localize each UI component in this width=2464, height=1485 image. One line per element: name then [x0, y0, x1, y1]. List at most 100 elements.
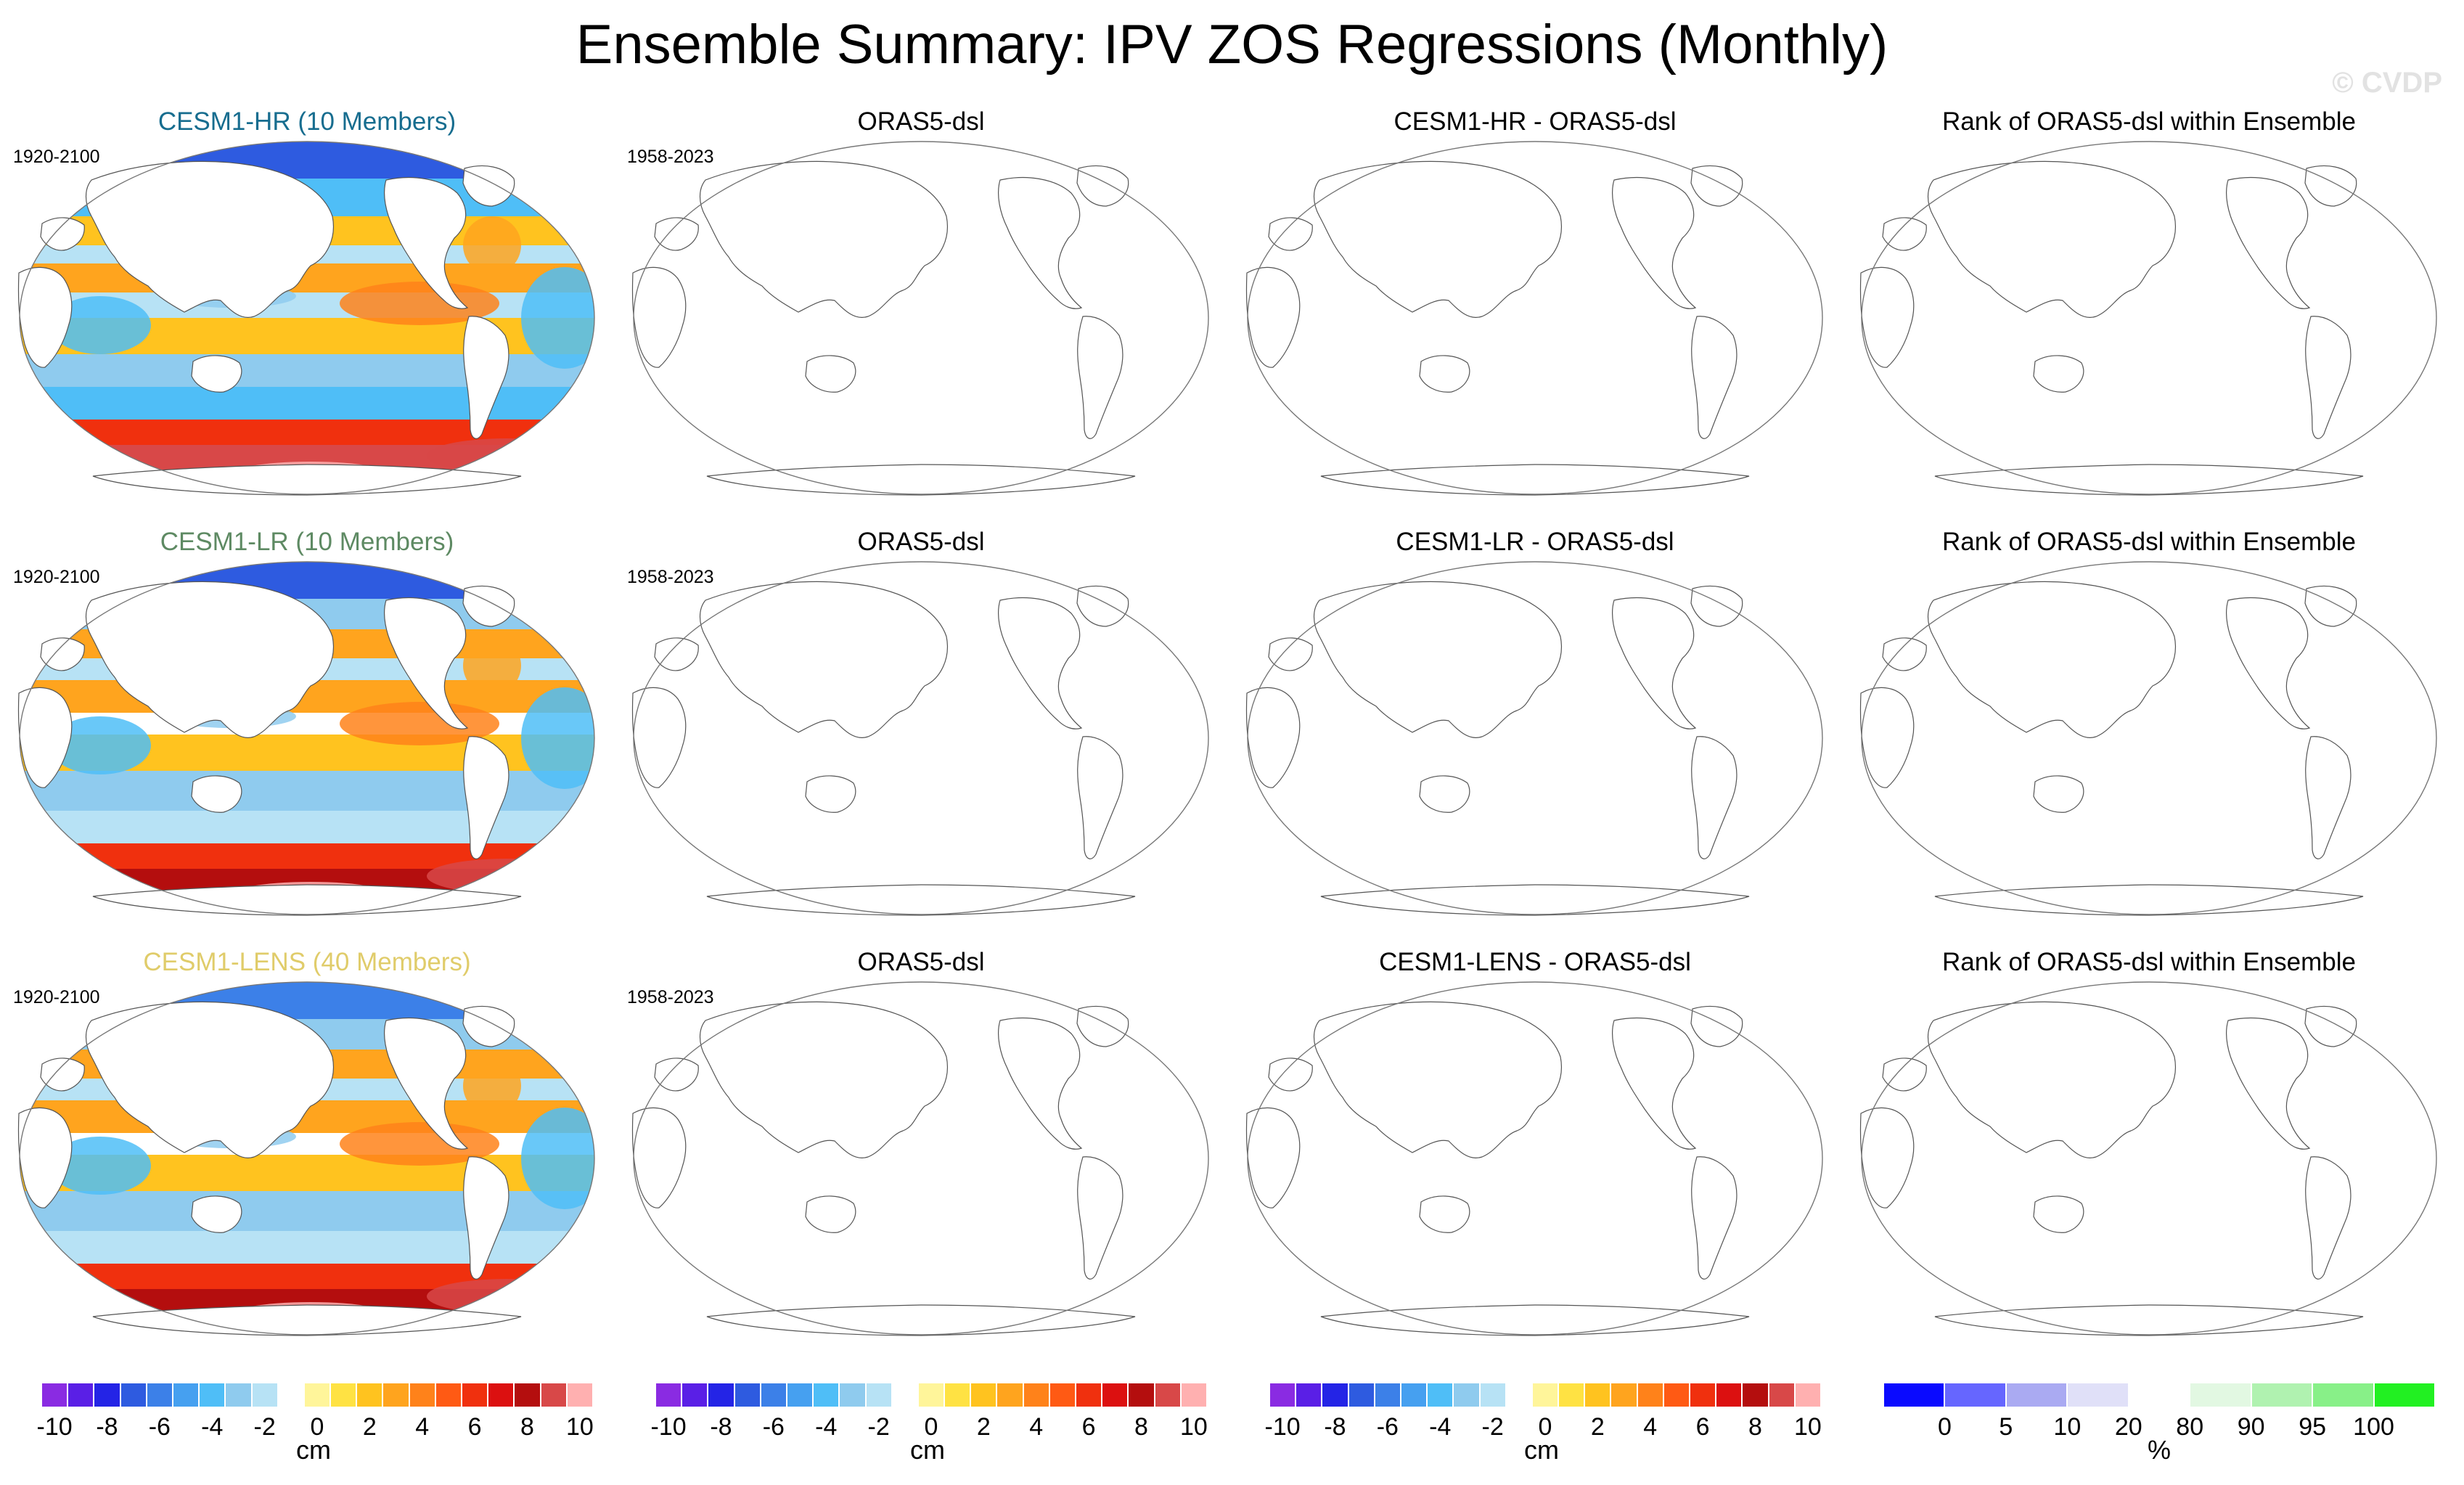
colorbar-box [251, 1383, 278, 1407]
greenland-land [2304, 585, 2357, 627]
panel-lr-ensemble: CESM1-LR (10 Members) 1920-2100 [0, 528, 614, 934]
asia-land [85, 581, 334, 738]
colorbar-box [1637, 1383, 1663, 1407]
panel-title: Rank of ORAS5-dsl within Ensemble [1942, 948, 2356, 976]
empty-map [631, 981, 1209, 1336]
antarctica-land [92, 464, 522, 496]
antarctica-land [706, 884, 1136, 916]
colorbar-box [1558, 1383, 1585, 1407]
colorbar-box [488, 1383, 515, 1407]
panel-hr-ensemble: CESM1-HR (10 Members) 1920-2100 [0, 107, 614, 514]
north-america-land [384, 176, 469, 309]
colorbar-box [970, 1383, 997, 1407]
colorbar-tick-label: -10 [36, 1413, 73, 1441]
field-patch-4 [521, 687, 594, 789]
colorbar-box [813, 1383, 840, 1407]
antarctica-land [1934, 1304, 2364, 1336]
colorbar-boxes [1269, 1383, 1821, 1407]
colorbar-diff: -10 -8 -6 -4 -2 0 2 4 6 8 10 cm [1265, 1383, 1822, 1465]
panel-title: CESM1-LENS - ORAS5-dsl [1379, 948, 1691, 976]
colorbar-tick-label: 6 [1081, 1413, 1096, 1441]
colorbar-box [865, 1383, 892, 1407]
colorbar-tick-label: -4 [201, 1413, 224, 1441]
south-america-land [2305, 1156, 2352, 1280]
colorbar-box [1479, 1383, 1506, 1407]
north-america-land [2226, 597, 2311, 729]
asia-land [1927, 160, 2176, 318]
asia-land [1313, 1001, 1562, 1158]
panel-title: Rank of ORAS5-dsl within Ensemble [1942, 528, 2356, 556]
empty-map [1859, 141, 2437, 496]
europe-land [654, 1058, 699, 1092]
ensemble-map [17, 981, 595, 1336]
antarctica-land [706, 464, 1136, 496]
panel-title: ORAS5-dsl [857, 528, 985, 556]
australia-land [805, 355, 856, 393]
africa-land [631, 266, 687, 368]
colorbar-box [944, 1383, 971, 1407]
antarctica-land [706, 1304, 1136, 1336]
field-band-7 [20, 771, 594, 811]
asia-land [85, 1001, 334, 1158]
colorbar-box [2373, 1383, 2435, 1407]
europe-land [1268, 637, 1313, 671]
africa-land [17, 266, 73, 368]
colorbar-box [1023, 1383, 1049, 1407]
north-america-land [998, 597, 1083, 729]
colorbar-box [1154, 1383, 1181, 1407]
globe-outline [633, 561, 1209, 915]
field-band-0 [20, 562, 594, 599]
north-america-land [1612, 1017, 1697, 1150]
colorbar-tick-label: 90 [2237, 1413, 2265, 1441]
greenland-land [1690, 1005, 1743, 1047]
field-band-9 [20, 1264, 594, 1289]
panel-title: CESM1-HR (10 Members) [157, 107, 457, 136]
globe-outline [1247, 981, 1823, 1335]
field-patch-2 [49, 716, 151, 774]
asia-land [699, 160, 948, 318]
colorbar-box [303, 1383, 331, 1407]
south-america-land [463, 736, 509, 859]
greenland-land [1690, 165, 1743, 207]
ensemble-map [17, 141, 595, 496]
field-band-8 [20, 387, 594, 420]
north-america-land [384, 597, 469, 729]
north-america-land [998, 176, 1083, 309]
greenland-land [462, 585, 515, 627]
ocean-background [1248, 982, 1822, 1335]
colorbar-tick-label: 6 [1695, 1413, 1710, 1441]
field-band-9 [20, 843, 594, 869]
australia-land [1419, 775, 1470, 813]
asia-land [1927, 1001, 2176, 1158]
australia-land [805, 775, 856, 813]
south-america-land [1077, 1156, 1123, 1280]
field-band-8 [20, 811, 594, 843]
colorbar-box [514, 1383, 541, 1407]
africa-land [1859, 266, 1915, 368]
colorbar-box [382, 1383, 409, 1407]
antarctica-land [1320, 464, 1750, 496]
colorbar-boxes [41, 1383, 593, 1407]
australia-land [191, 1195, 242, 1233]
colorbar-tick-label: 10 [1793, 1413, 1822, 1441]
colorbar-tick-label: 0 [310, 1413, 324, 1441]
colorbar-box [566, 1383, 593, 1407]
europe-land [40, 637, 85, 671]
empty-map [1859, 561, 2437, 916]
colorbar-tick-label: -6 [1376, 1413, 1399, 1441]
australia-land [2033, 1195, 2084, 1233]
north-america-land [1612, 176, 1697, 309]
europe-land [1268, 1058, 1313, 1092]
empty-map [631, 561, 1209, 916]
colorbar-unit: % [2147, 1435, 2172, 1465]
colorbar-box [1716, 1383, 1743, 1407]
colorbar-box [1768, 1383, 1795, 1407]
colorbar-box [120, 1383, 147, 1407]
colorbar-box [1883, 1383, 1945, 1407]
asia-land [1313, 160, 1562, 318]
colorbar-boxes [655, 1383, 1207, 1407]
colorbar-tick-label: 5 [1999, 1413, 2013, 1441]
cvdp-watermark: © CVDP [2332, 67, 2442, 99]
colorbar-tick-label: 8 [1748, 1413, 1762, 1441]
ocean-background [1862, 982, 2436, 1335]
